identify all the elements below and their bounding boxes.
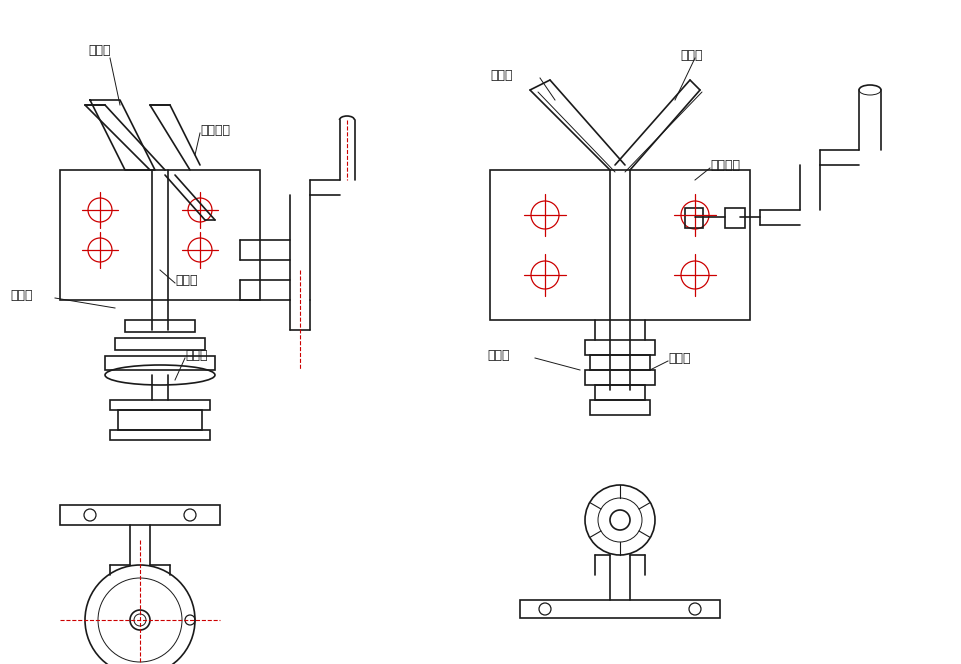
Text: 导磁体: 导磁体: [668, 351, 691, 365]
Bar: [725, 208, 745, 228]
Text: 导磁体: 导磁体: [10, 288, 33, 301]
Text: 感应器座: 感应器座: [710, 159, 740, 171]
Bar: [118, 410, 202, 430]
Bar: [110, 400, 210, 410]
Bar: [115, 338, 205, 350]
Text: 有效圈: 有效圈: [487, 349, 509, 361]
Bar: [110, 430, 210, 440]
Bar: [60, 505, 220, 525]
Text: 出水口: 出水口: [88, 44, 111, 56]
Bar: [105, 356, 215, 370]
Text: 进水口: 进水口: [490, 68, 512, 82]
Bar: [590, 355, 650, 370]
Bar: [585, 340, 655, 355]
Bar: [685, 208, 703, 228]
Bar: [490, 170, 750, 320]
Bar: [585, 370, 655, 385]
Bar: [60, 170, 260, 300]
Text: 出水口: 出水口: [680, 48, 702, 62]
Text: 进水口: 进水口: [175, 274, 198, 286]
Bar: [590, 400, 650, 415]
Bar: [125, 320, 195, 332]
Bar: [595, 385, 645, 400]
Text: 感应器座: 感应器座: [200, 124, 230, 137]
Text: 有效圈: 有效圈: [185, 349, 208, 361]
Bar: [520, 600, 720, 618]
